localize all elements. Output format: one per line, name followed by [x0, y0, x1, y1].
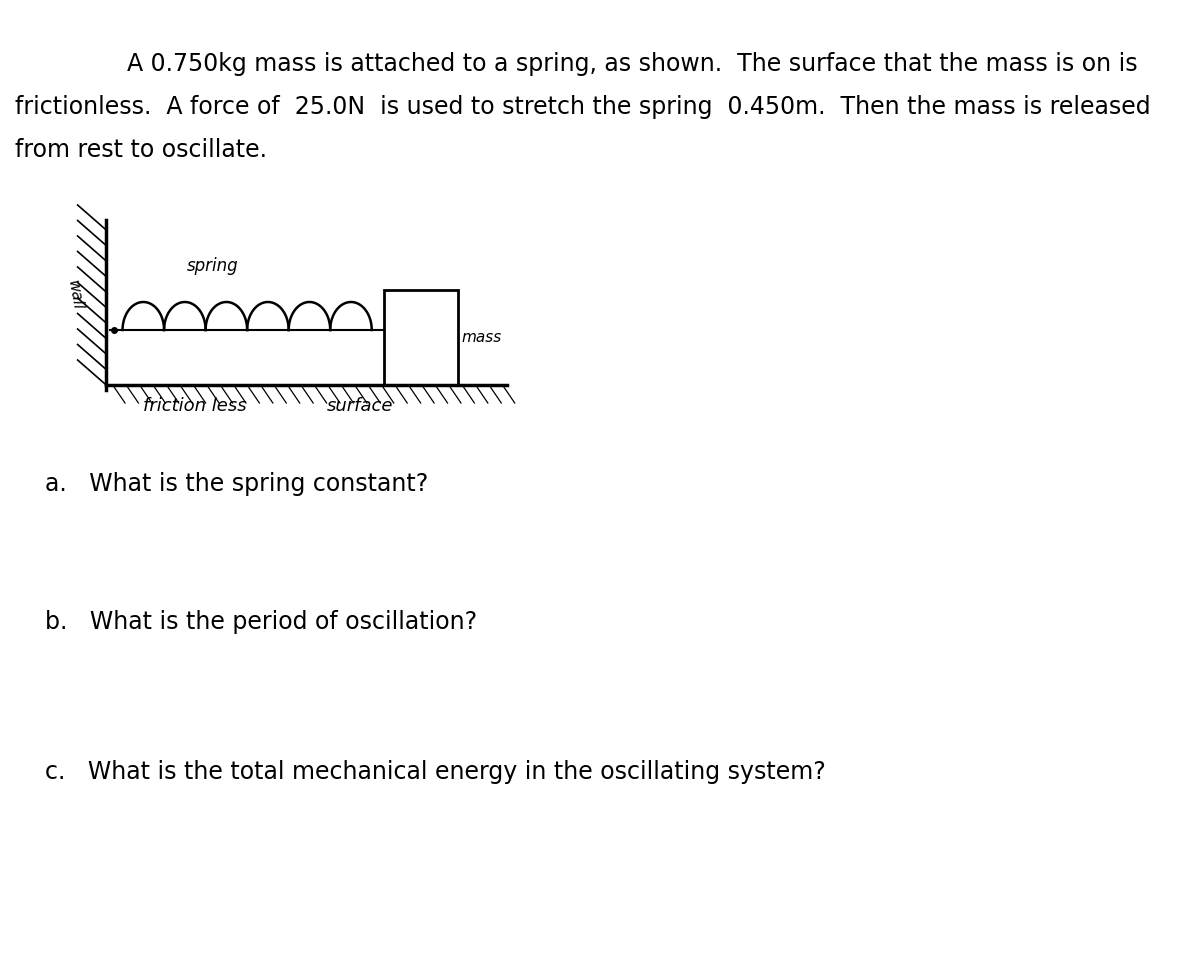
- Text: c.   What is the total mechanical energy in the oscillating system?: c. What is the total mechanical energy i…: [44, 760, 826, 784]
- Text: spring: spring: [187, 257, 239, 275]
- Text: A 0.750kg mass is attached to a spring, as shown.  The surface that the mass is : A 0.750kg mass is attached to a spring, …: [127, 52, 1138, 76]
- Text: wall: wall: [65, 279, 85, 311]
- Text: from rest to oscillate.: from rest to oscillate.: [14, 138, 266, 162]
- Bar: [384, 290, 457, 385]
- Text: b.   What is the period of oscillation?: b. What is the period of oscillation?: [44, 610, 478, 634]
- Text: frictionless.  A force of  25.0N  is used to stretch the spring  0.450m.  Then t: frictionless. A force of 25.0N is used t…: [14, 95, 1151, 119]
- Text: a.   What is the spring constant?: a. What is the spring constant?: [44, 472, 428, 496]
- Text: mass: mass: [462, 330, 502, 345]
- Text: surface: surface: [326, 397, 394, 415]
- Text: friction less: friction less: [143, 397, 247, 415]
